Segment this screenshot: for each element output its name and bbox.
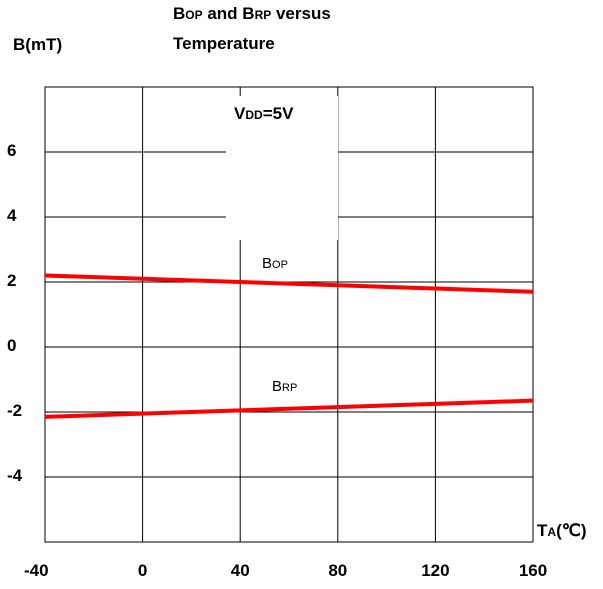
title-op: OP <box>185 8 202 22</box>
y-tick-label: 4 <box>7 206 17 225</box>
y-tick-label: 0 <box>7 336 16 355</box>
title-and: and <box>203 4 243 23</box>
y-axis-label: B(mT) <box>13 35 62 54</box>
bop-main: B <box>262 255 272 272</box>
y-tick-label: 6 <box>7 141 16 160</box>
series-line-bop <box>44 273 534 294</box>
y-tick-label: 2 <box>7 271 16 290</box>
brp-main: B <box>272 378 282 395</box>
xlabel-t: T <box>537 521 548 540</box>
title-rp: RP <box>255 8 272 22</box>
x-ticks: -40 0 40 80 120 160 <box>24 561 547 580</box>
vdd-dd: DD <box>245 108 263 122</box>
brp-sub: RP <box>282 382 297 394</box>
x-axis-label: TA(℃) <box>537 521 586 540</box>
bop-sub: OP <box>272 259 288 271</box>
vdd-val: =5V <box>263 104 294 123</box>
xlabel-unit: (℃) <box>556 521 586 540</box>
annotation-bg <box>226 96 338 240</box>
title-rest: versus <box>271 4 331 23</box>
x-tick-label: 160 <box>519 561 547 580</box>
x-tick-label: 80 <box>328 561 347 580</box>
chart-title-line2: Temperature <box>173 34 275 53</box>
x-tick-label: -40 <box>24 561 49 580</box>
series-layer <box>44 273 534 419</box>
y-tick-label: -2 <box>7 401 22 420</box>
x-tick-label: 0 <box>138 561 147 580</box>
vdd-v: V <box>234 104 246 123</box>
y-ticks: 6 4 2 0 -2 -4 <box>7 141 23 485</box>
vdd-annotation: VDD=5V <box>234 104 294 123</box>
series-label-bop: BOP <box>262 255 288 272</box>
title-b2: B <box>242 4 254 23</box>
series-line-brp <box>44 398 534 419</box>
chart-title: BOP and BRP versus <box>173 4 331 23</box>
series-label-brp: BRP <box>272 378 297 395</box>
x-tick-label: 120 <box>421 561 449 580</box>
title-b: B <box>173 4 185 23</box>
y-tick-label: -4 <box>7 466 23 485</box>
xlabel-a: A <box>547 525 556 539</box>
plot-frame <box>44 86 534 543</box>
x-tick-label: 40 <box>231 561 250 580</box>
